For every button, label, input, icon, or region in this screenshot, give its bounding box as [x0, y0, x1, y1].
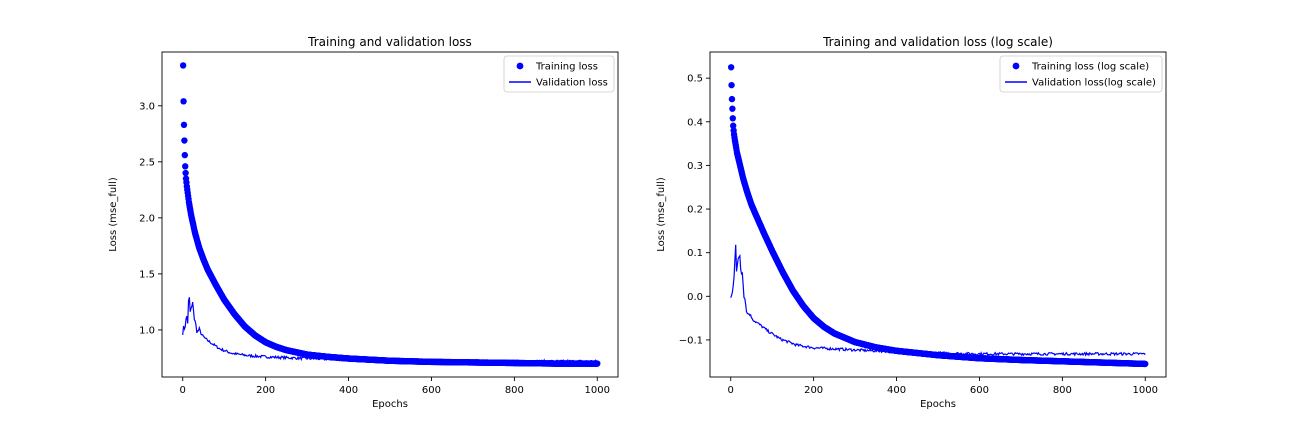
legend-label-validation: Validation loss [536, 78, 608, 89]
training-loss-markers [727, 64, 1149, 368]
training-loss-point [728, 95, 736, 103]
training-loss-point [180, 98, 187, 105]
x-axis-label: Epochs [920, 399, 956, 410]
y-tick-label: 1.5 [139, 269, 155, 280]
training-loss-markers [179, 62, 601, 367]
y-tick-label: 1.0 [139, 325, 155, 336]
y-tick-label: −0.1 [679, 335, 703, 346]
x-axis-label: Epochs [372, 399, 408, 410]
training-loss-point [728, 81, 735, 89]
y-tick-label: 3.0 [139, 101, 155, 112]
training-loss-point [180, 121, 188, 129]
axes-frame [161, 51, 619, 378]
chart-panel-1: Training and validation loss 0 200 400 600 80… [108, 35, 619, 410]
legend: Training loss (log scale) Validation loss… [999, 55, 1163, 93]
chart-title: Training and validation loss [307, 35, 472, 49]
y-tick-label: 2.5 [139, 157, 155, 168]
y-tick-label: 0.0 [687, 292, 703, 303]
training-loss-point [1142, 360, 1149, 368]
x-tick-label: 0 [728, 385, 734, 396]
training-loss-point [727, 64, 735, 71]
x-tick-label: 600 [422, 385, 441, 396]
plot-area [179, 62, 601, 367]
training-loss-point [181, 151, 188, 159]
x-tick-label: 1000 [1133, 385, 1158, 396]
y-tick-label: 2.0 [139, 213, 155, 224]
x-tick-label: 1000 [585, 385, 610, 396]
y-tick-label: 0.1 [687, 248, 703, 259]
legend-frame [503, 55, 615, 93]
x-tick-label: 0 [180, 385, 186, 396]
x-tick-label: 200 [804, 385, 823, 396]
legend-label-validation: Validation loss(log scale) [1032, 78, 1156, 89]
chart-panel-2: Training and validation loss (log scale)… [656, 35, 1167, 410]
y-tick-label: 0.4 [687, 117, 703, 128]
x-tick-label: 800 [505, 385, 524, 396]
y-tick-label: 0.3 [687, 161, 703, 172]
training-loss-point [182, 169, 189, 177]
training-loss-point [729, 105, 736, 112]
training-loss-point [181, 137, 188, 144]
training-loss-point [730, 122, 737, 129]
plot-area [727, 64, 1149, 368]
chart-title: Training and validation loss (log scale) [822, 35, 1053, 49]
training-loss-point [182, 163, 189, 170]
x-tick-label: 600 [970, 385, 989, 396]
x-tick-label: 800 [1053, 385, 1072, 396]
y-tick-label: 0.5 [687, 74, 703, 85]
legend-marker-training [516, 62, 524, 70]
training-loss-point [729, 115, 736, 122]
legend-label-training: Training loss [535, 62, 598, 73]
y-axis-label: Loss (mse_full) [108, 177, 119, 252]
x-tick-label: 400 [339, 385, 358, 396]
validation-loss-line [730, 244, 1146, 357]
legend-marker-training [1012, 62, 1020, 70]
training-loss-point [179, 62, 187, 69]
legend-label-training: Training loss (log scale) [1031, 62, 1149, 73]
axes-frame [709, 51, 1167, 378]
y-axis-label: Loss (mse_full) [656, 177, 667, 252]
y-tick-label: 0.2 [687, 205, 703, 216]
x-tick-label: 400 [887, 385, 906, 396]
training-loss-point [594, 360, 601, 367]
legend-frame [999, 55, 1163, 93]
legend: Training loss Validation loss [503, 55, 615, 93]
x-tick-label: 200 [256, 385, 275, 396]
